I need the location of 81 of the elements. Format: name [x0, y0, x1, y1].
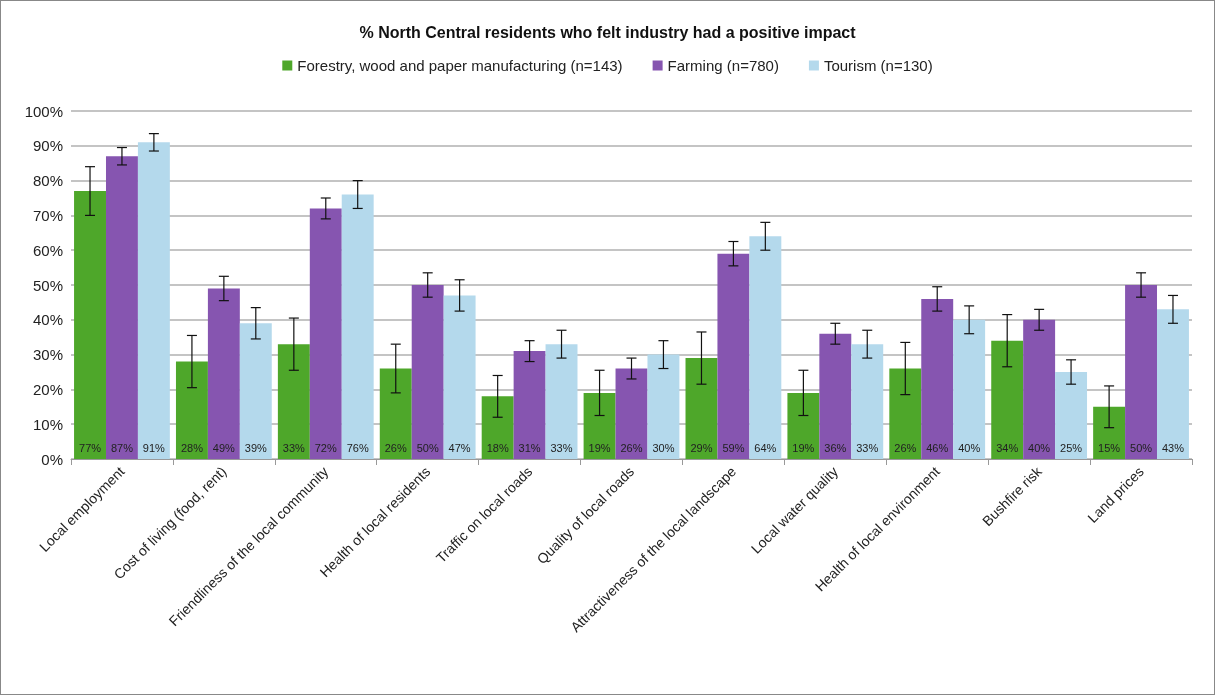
bar — [481, 396, 514, 459]
data-label: 64% — [754, 441, 777, 454]
y-tick-label: 20% — [32, 380, 63, 398]
data-label: 18% — [486, 441, 509, 454]
data-label: 34% — [996, 441, 1019, 454]
bar — [277, 344, 310, 459]
bar — [137, 142, 170, 459]
bar — [819, 333, 852, 459]
bar — [889, 368, 922, 459]
data-label: 19% — [588, 441, 611, 454]
data-label: 33% — [856, 441, 879, 454]
data-label: 40% — [1028, 441, 1051, 454]
bar — [443, 295, 476, 459]
data-label: 50% — [416, 441, 439, 454]
data-label: 59% — [722, 441, 745, 454]
data-label: 31% — [518, 441, 541, 454]
data-label: 25% — [1060, 441, 1083, 454]
y-tick-label: 40% — [32, 311, 63, 329]
data-label: 50% — [1130, 441, 1153, 454]
data-label: 43% — [1161, 441, 1185, 454]
legend-label: Tourism (n=130) — [823, 57, 933, 74]
data-label: 87% — [110, 441, 134, 454]
bar — [207, 288, 240, 459]
y-tick-label: 70% — [32, 206, 63, 224]
y-tick-label: 100% — [24, 102, 63, 120]
bar — [851, 344, 884, 459]
data-label: 29% — [690, 441, 713, 454]
data-label: 26% — [894, 441, 917, 454]
bar — [1125, 285, 1158, 459]
y-tick-label: 50% — [32, 276, 63, 294]
bar — [1157, 309, 1189, 459]
data-label: 40% — [958, 441, 981, 454]
data-label: 15% — [1098, 441, 1121, 454]
bar — [1023, 319, 1056, 459]
data-label: 39% — [244, 441, 268, 454]
legend-label: Forestry, wood and paper manufacturing (n=143) — [297, 57, 623, 74]
y-tick-label: 10% — [32, 415, 63, 433]
data-label: 30% — [652, 441, 675, 454]
y-tick-label: 80% — [32, 172, 63, 190]
data-label: 33% — [282, 441, 306, 454]
y-tick-label: 30% — [32, 346, 63, 364]
data-label: 72% — [314, 441, 337, 454]
bar — [685, 358, 718, 459]
data-label: 76% — [346, 441, 369, 454]
y-tick-label: 60% — [32, 241, 63, 259]
bar — [991, 340, 1024, 459]
bar — [513, 351, 546, 459]
data-label: 28% — [180, 441, 204, 454]
bar — [74, 191, 106, 459]
bar — [545, 344, 578, 459]
bar — [921, 298, 954, 459]
bar — [411, 285, 444, 459]
data-label: 46% — [926, 441, 949, 454]
data-label: 91% — [142, 441, 166, 454]
data-label: 26% — [384, 441, 407, 454]
bar — [341, 194, 374, 459]
bar — [379, 368, 412, 459]
bar — [787, 392, 820, 459]
bar — [647, 354, 680, 459]
y-tick-label: 90% — [32, 137, 63, 155]
data-label: 49% — [212, 441, 236, 454]
bar — [309, 208, 342, 459]
legend-label: Farming (n=780) — [667, 57, 779, 74]
data-label: 77% — [79, 441, 102, 454]
bar — [749, 236, 782, 459]
y-tick-label: 0% — [41, 450, 63, 468]
bar — [105, 156, 138, 459]
bar — [1055, 372, 1088, 459]
bar — [583, 392, 616, 459]
chart-title: % North Central residents who felt industry had a positive impact — [359, 23, 857, 41]
data-label: 19% — [792, 441, 815, 454]
bar — [953, 319, 986, 459]
data-label: 36% — [824, 441, 847, 454]
data-label: 33% — [550, 441, 573, 454]
data-label: 47% — [448, 441, 471, 454]
bar — [239, 323, 272, 459]
data-label: 26% — [620, 441, 643, 454]
bar — [1093, 406, 1126, 459]
bar — [615, 368, 648, 459]
bar — [175, 361, 208, 459]
bar — [717, 253, 750, 459]
